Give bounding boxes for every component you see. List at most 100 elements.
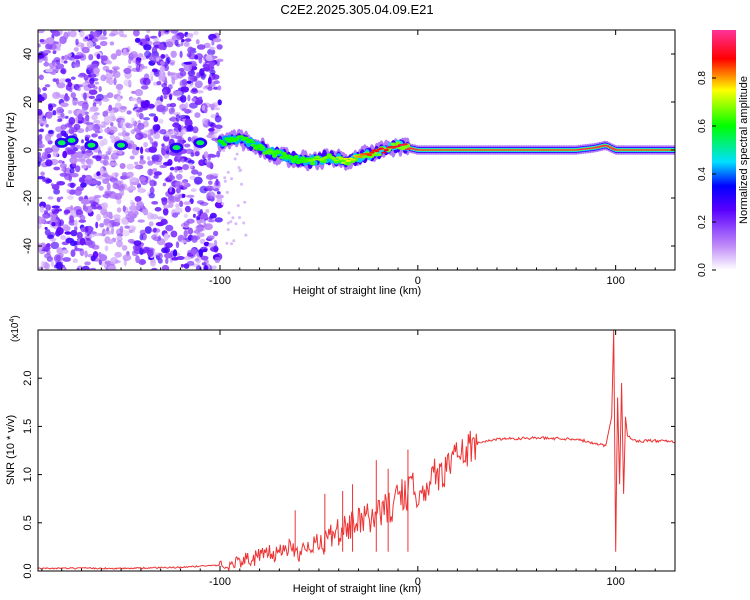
noise-speckle	[96, 53, 101, 60]
noise-speckle	[155, 221, 165, 227]
noise-speckle	[223, 179, 227, 183]
noise-speckle	[159, 72, 165, 81]
noise-speckle	[44, 84, 51, 88]
noise-speckle	[72, 55, 82, 60]
noise-speckle	[175, 203, 180, 208]
noise-speckle	[169, 185, 173, 193]
noise-speckle	[161, 143, 165, 147]
noise-speckle	[123, 67, 132, 75]
noise-speckle	[169, 102, 177, 108]
noise-speckle	[187, 46, 194, 54]
noise-speckle	[188, 33, 194, 37]
noise-speckle	[90, 267, 96, 270]
noise-speckle	[61, 167, 65, 172]
noise-speckle	[184, 205, 191, 213]
noise-speckle	[130, 97, 137, 102]
noise-speckle	[67, 110, 73, 114]
ridge-blob	[196, 140, 205, 146]
noise-speckle	[207, 219, 217, 223]
spectrogram-x-axis-label: Height of straight line (km)	[293, 285, 421, 297]
noise-speckle	[84, 250, 88, 258]
ridge-cell	[293, 155, 299, 160]
noise-speckle	[183, 201, 192, 206]
noise-speckle	[151, 68, 158, 73]
noise-speckle	[169, 93, 173, 101]
ridge-cell	[388, 145, 394, 148]
noise-speckle	[153, 81, 158, 86]
noise-speckle	[176, 173, 183, 180]
noise-speckle	[225, 190, 229, 194]
noise-speckle	[182, 164, 190, 171]
snr-x-ticks: -100 0 100	[41, 330, 676, 588]
noise-speckle	[90, 77, 99, 82]
noise-speckle	[69, 182, 75, 189]
noise-speckle	[149, 70, 154, 78]
noise-speckle	[170, 30, 179, 34]
noise-speckle	[102, 95, 108, 99]
noise-speckle	[50, 213, 57, 221]
noise-speckle	[160, 54, 166, 59]
noise-speckle	[152, 124, 161, 132]
noise-speckle	[123, 79, 132, 87]
noise-speckle	[214, 115, 222, 123]
noise-speckle	[98, 259, 102, 265]
noise-speckle	[101, 97, 110, 102]
noise-speckle	[85, 149, 93, 153]
noise-speckle	[203, 265, 209, 270]
noise-speckle	[44, 147, 54, 154]
noise-speckle	[227, 211, 231, 215]
noise-speckle	[238, 216, 242, 220]
noise-speckle	[64, 231, 72, 235]
noise-speckle	[147, 168, 154, 176]
noise-speckle	[81, 198, 90, 205]
noise-speckle	[213, 188, 220, 192]
noise-speckle	[179, 200, 184, 208]
spectrogram-panel: -40 -20 0 20 40 -100 0 100 Height of straight …	[5, 29, 676, 297]
noise-speckle	[165, 257, 169, 265]
noise-speckle	[106, 182, 111, 191]
ridge-cell	[390, 142, 396, 146]
noise-speckle	[120, 119, 126, 128]
noise-speckle	[208, 180, 213, 185]
noise-speckle	[60, 196, 64, 200]
noise-speckle	[141, 232, 147, 241]
noise-speckle	[128, 58, 132, 65]
noise-speckle	[100, 74, 107, 82]
noise-speckle	[58, 159, 63, 164]
noise-speckle	[116, 240, 123, 248]
noise-speckle	[178, 124, 182, 133]
noise-speckle	[86, 158, 94, 166]
noise-speckle	[38, 43, 41, 48]
noise-speckle	[68, 126, 75, 135]
noise-speckle	[156, 104, 166, 113]
noise-speckle	[171, 195, 177, 202]
noise-speckle	[135, 205, 141, 211]
noise-speckle	[84, 180, 92, 185]
noise-speckle	[112, 70, 121, 79]
noise-speckle	[38, 109, 43, 116]
ridge-cell	[378, 147, 384, 150]
noise-speckle	[162, 89, 167, 96]
noise-speckle	[209, 69, 216, 75]
noise-speckle	[105, 69, 110, 73]
noise-speckle	[91, 133, 97, 138]
noise-speckle	[146, 30, 151, 34]
noise-speckle	[66, 149, 76, 155]
noise-speckle	[194, 258, 200, 262]
noise-speckle	[129, 205, 138, 212]
noise-speckle	[134, 196, 142, 202]
figure-title: C2E2.2025.305.04.09.E21	[280, 2, 433, 17]
noise-speckle	[122, 229, 130, 237]
noise-speckle	[165, 41, 174, 48]
noise-speckle	[74, 225, 78, 232]
noise-speckle	[201, 104, 206, 111]
noise-speckle	[162, 182, 167, 187]
noise-speckle	[72, 63, 81, 68]
noise-speckle	[56, 133, 62, 139]
ridge-blob	[87, 142, 96, 148]
noise-speckle	[196, 232, 205, 238]
noise-speckle	[63, 133, 69, 138]
noise-speckle	[63, 209, 71, 214]
noise-speckle	[45, 159, 53, 167]
noise-speckle	[151, 141, 158, 149]
